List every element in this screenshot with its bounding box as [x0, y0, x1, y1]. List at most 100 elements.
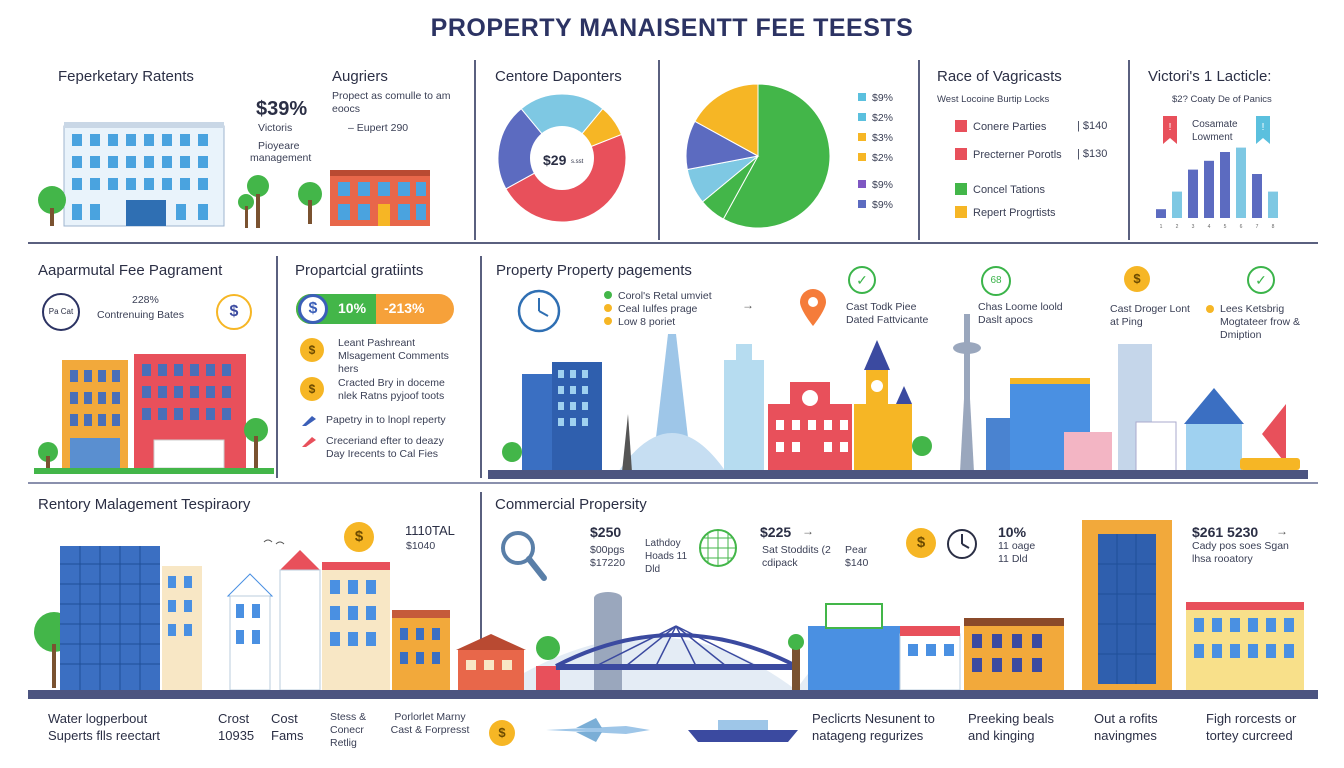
- legend-label: $9%: [872, 179, 894, 191]
- legend-item: $2%: [858, 152, 893, 179]
- panel-subheading: West Locoine Burtip Locks: [937, 94, 1050, 105]
- clock-icon: [517, 289, 561, 333]
- boat-icon: [688, 720, 798, 742]
- check-icon: ✓: [848, 266, 876, 294]
- coin-icon: $: [489, 720, 515, 746]
- legend-label: $9%: [872, 199, 894, 211]
- bullet-list: Corol's Retal umviet Ceal Iulfes prage Low…: [604, 290, 712, 329]
- divider: [28, 242, 1318, 244]
- legend-label: $3%: [872, 132, 894, 144]
- legend-item: $9%: [858, 179, 893, 199]
- globe-icon: [699, 529, 737, 567]
- footer-item: Porlorlet Marny Cast & Forpresst: [390, 711, 470, 736]
- callout-text: Cast Droger Lont at Ping: [1110, 303, 1190, 328]
- list-item: Ceal Iulfes prage: [604, 303, 712, 316]
- legend-label: $2%: [872, 112, 894, 124]
- legend-swatch: [858, 93, 866, 101]
- apartment-skyline-illustration: [34, 539, 450, 691]
- bar: [1204, 160, 1214, 218]
- pie-slice: [722, 83, 831, 229]
- stat-label: Pioyeare: [258, 140, 300, 152]
- footer-item: Out a rofits navingmes: [1094, 711, 1158, 743]
- tick-label: 7: [1256, 224, 1259, 230]
- coin-icon: $: [906, 528, 936, 558]
- panel-note: – Eupert 290: [348, 122, 409, 134]
- bar: [1252, 174, 1262, 218]
- fee-icon: Pa Cat: [42, 293, 80, 331]
- tick-label: 2: [1176, 224, 1179, 230]
- location-pin-icon: [800, 289, 826, 326]
- panel-heading: Victori's 1 Lacticle:: [1148, 68, 1272, 85]
- page-title: PROPERTY MANAISENTT FEE TEESTS: [430, 14, 914, 42]
- pie-slice: [694, 83, 759, 157]
- legend-label: Conere Parties: [973, 121, 1047, 133]
- magnifier-icon: [501, 531, 547, 581]
- tick-label: 6: [1240, 224, 1243, 230]
- svg-text:!: !: [1169, 122, 1172, 133]
- bar: [1236, 147, 1246, 218]
- tick-label: 8: [1272, 224, 1275, 230]
- donut-chart: [497, 93, 627, 223]
- legend-item: Concel Tations: [955, 183, 1115, 196]
- commercial-skyline-illustration: [456, 520, 1304, 691]
- bar: [1268, 191, 1278, 218]
- legend-label: Concel Tations: [973, 184, 1045, 196]
- donut-center-value: $29: [543, 152, 567, 168]
- tick-label: 3: [1192, 224, 1195, 230]
- legend-swatch: [955, 206, 967, 218]
- bullet-dot: [604, 317, 612, 325]
- airplane-icon: [546, 718, 650, 742]
- pill-left-value: 10%: [338, 300, 367, 316]
- dollar-icon: $: [298, 294, 328, 324]
- donut-hole: [530, 126, 594, 190]
- house-illustration: [298, 170, 430, 226]
- legend-item: Precterner Porotls | $130: [955, 148, 1115, 161]
- bullet-dot: [604, 304, 612, 312]
- legend-item: Conere Parties | $140: [955, 120, 1115, 133]
- divider: [480, 256, 482, 478]
- legend-swatch: [858, 153, 866, 161]
- pill-right-value: -213%: [384, 300, 425, 316]
- divider: [474, 60, 476, 240]
- panel-heading: Propartcial gratiints: [295, 262, 424, 279]
- stat-note: Pear $140: [845, 544, 869, 569]
- ribbon-icon: !: [1256, 116, 1270, 144]
- legend-swatch: [955, 183, 967, 195]
- bullet-dot: [1206, 305, 1214, 313]
- legend-item: $2%: [858, 112, 893, 132]
- footer-item: Figh rorcests or tortey curcreed: [1206, 711, 1297, 743]
- panel-heading: Commercial Propersity: [495, 496, 647, 513]
- pencil-icon: [302, 416, 316, 426]
- legend-item: Repert Progrtists: [955, 206, 1115, 219]
- footer-item: Preeking beals and kinging: [968, 711, 1054, 743]
- pie-chart: [685, 83, 831, 229]
- divider: [1128, 60, 1130, 240]
- tick-label: 1: [1160, 224, 1163, 230]
- legend-swatch: [858, 133, 866, 141]
- bar: [1188, 169, 1198, 218]
- stat-value: 228%: [132, 294, 159, 306]
- divider: [28, 482, 1318, 484]
- bar-chart: 1 2 3 4 5 6 7 8: [1156, 147, 1278, 230]
- coin-icon: $: [300, 377, 324, 401]
- list-item: Cracted Bry in doceme nlek Ratns pyjoof …: [338, 377, 445, 402]
- footer-item: Cost Fams: [271, 711, 304, 743]
- badge-icon: 68: [981, 266, 1011, 296]
- coin-icon: $: [1124, 266, 1150, 292]
- tick-label: 4: [1208, 224, 1211, 230]
- coin-icon: $: [300, 338, 324, 362]
- list-item-label: Ceal Iulfes prage: [618, 303, 698, 315]
- divider: [276, 256, 278, 478]
- pencil-icon: [302, 437, 316, 447]
- pie-slice: [497, 107, 563, 190]
- tick-label: 5: [1224, 224, 1227, 230]
- panel-heading: Aaparmutal Fee Pagrament: [38, 262, 223, 279]
- arrow-icon: →: [742, 298, 754, 312]
- panel-heading: Rentory Malagement Tespiraory: [38, 496, 251, 513]
- stat-label: Sat Stoddits (2 cdipack: [762, 544, 831, 569]
- ribbon-icon: !: [1163, 116, 1177, 144]
- list-item-label: Low 8 poriet: [618, 316, 676, 328]
- city-skyline-illustration: [502, 314, 1300, 473]
- legend-label: Repert Progrtists: [973, 207, 1056, 219]
- stat-value: 10%: [998, 524, 1027, 540]
